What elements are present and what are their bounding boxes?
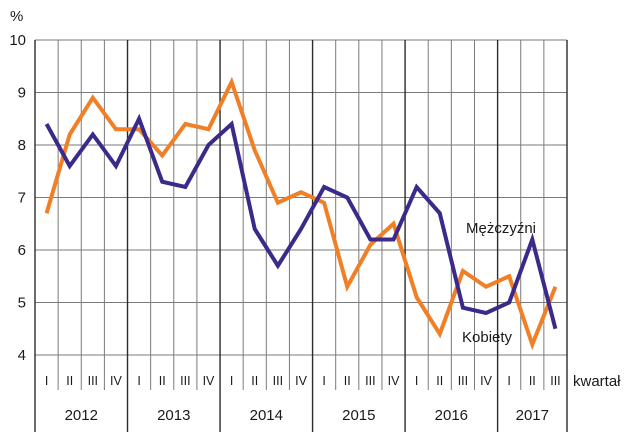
y-tick-label: 5: [18, 295, 26, 312]
x-tick-label: I: [507, 374, 510, 388]
y-tick-label: 4: [18, 347, 26, 364]
x-tick-label: II: [66, 374, 73, 388]
year-label: 2016: [435, 407, 468, 424]
series-label-women: Kobiety: [462, 329, 513, 346]
x-tick-label: IV: [203, 374, 215, 388]
x-tick-label: I: [230, 374, 233, 388]
series-label-men: Mężczyźni: [466, 220, 536, 237]
year-label: 2015: [342, 407, 375, 424]
x-tick-label: IV: [480, 374, 492, 388]
x-tick-label: III: [365, 374, 375, 388]
x-tick-label: II: [529, 374, 536, 388]
year-label: 2017: [516, 407, 549, 424]
x-tick-label: III: [88, 374, 98, 388]
y-unit-label: %: [10, 8, 23, 25]
year-label: 2013: [157, 407, 190, 424]
year-label: 2012: [65, 407, 98, 424]
x-tick-label: III: [550, 374, 560, 388]
x-axis-title: kwartał: [573, 373, 621, 390]
x-tick-label: III: [273, 374, 283, 388]
y-tick-label: 10: [9, 32, 26, 49]
x-tick-label: I: [415, 374, 418, 388]
y-tick-label: 9: [18, 85, 26, 102]
x-tick-label: IV: [388, 374, 400, 388]
x-tick-label: II: [436, 374, 443, 388]
y-axis: 4 5 6 7 8 9 10: [9, 32, 26, 364]
series-line-women: [44, 76, 558, 351]
x-tick-label: IV: [110, 374, 122, 388]
y-tick-label: 6: [18, 242, 26, 259]
y-tick-label: 7: [18, 190, 26, 207]
x-tick-label: I: [45, 374, 48, 388]
year-label: 2014: [250, 407, 283, 424]
x-tick-label: II: [159, 374, 166, 388]
x-tick-label: I: [137, 374, 140, 388]
series-layer: [44, 76, 558, 351]
x-tick-label: II: [251, 374, 258, 388]
grid: [34, 39, 568, 432]
y-tick-label: 8: [18, 137, 26, 154]
x-axis: I II III IV I II III IV I II III IV I II III IV I II III IV…: [45, 374, 561, 424]
x-tick-label: II: [344, 374, 351, 388]
x-tick-label: IV: [295, 374, 307, 388]
x-tick-label: III: [458, 374, 468, 388]
x-tick-label: III: [180, 374, 190, 388]
x-tick-label: I: [322, 374, 325, 388]
